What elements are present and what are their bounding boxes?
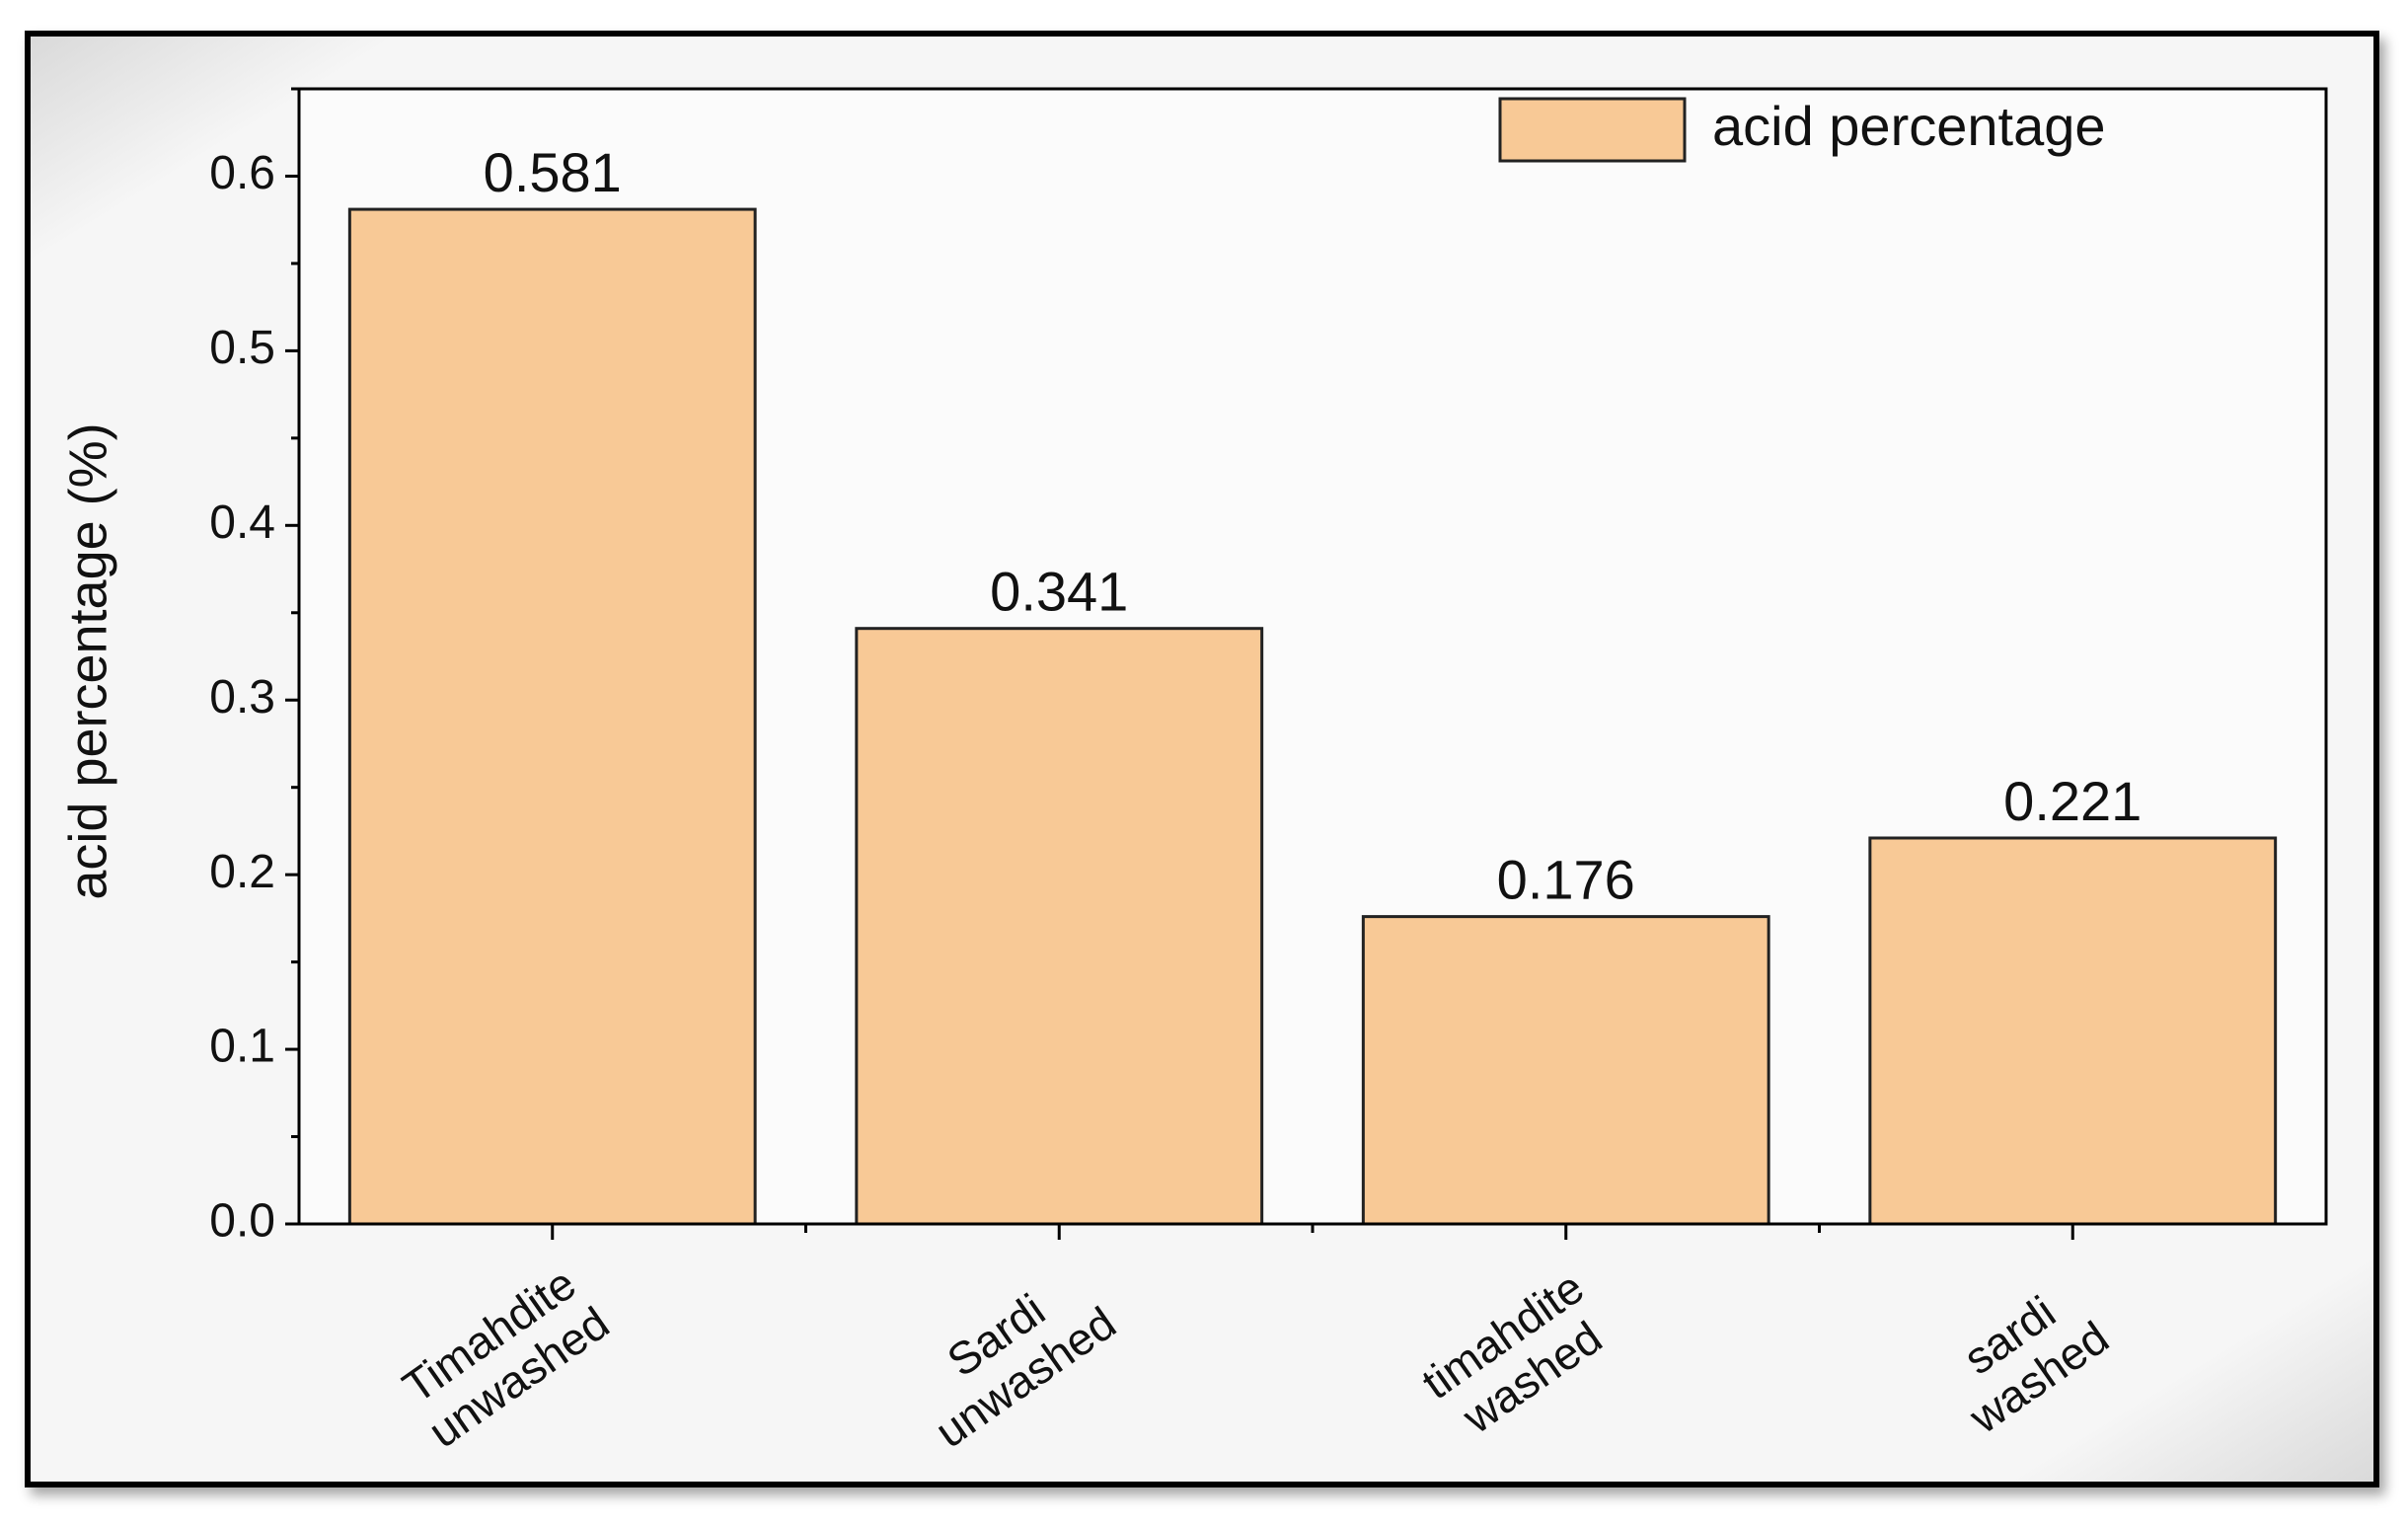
bar bbox=[1361, 915, 1770, 1226]
plot-frame bbox=[297, 87, 2328, 1226]
value-label: 0.221 bbox=[2003, 770, 2142, 832]
y-tick-label: 0.2 bbox=[209, 846, 275, 898]
y-tick-label: 0.5 bbox=[209, 322, 275, 374]
bar bbox=[1868, 836, 2278, 1226]
y-tick-label: 0.0 bbox=[209, 1195, 275, 1248]
value-label: 0.581 bbox=[484, 141, 622, 203]
value-label: 0.341 bbox=[990, 561, 1128, 623]
bar bbox=[855, 627, 1264, 1226]
bar bbox=[347, 207, 757, 1226]
value-label: 0.176 bbox=[1497, 849, 1635, 911]
y-tick-label: 0.1 bbox=[209, 1021, 275, 1073]
legend-label: acid percentage bbox=[1712, 95, 2106, 157]
y-tick-label: 0.4 bbox=[209, 496, 275, 549]
y-tick-label: 0.6 bbox=[209, 147, 275, 199]
y-tick-label: 0.3 bbox=[209, 671, 275, 724]
y-axis-label: acid percentage (%) bbox=[58, 422, 117, 899]
legend-swatch bbox=[1498, 97, 1687, 163]
